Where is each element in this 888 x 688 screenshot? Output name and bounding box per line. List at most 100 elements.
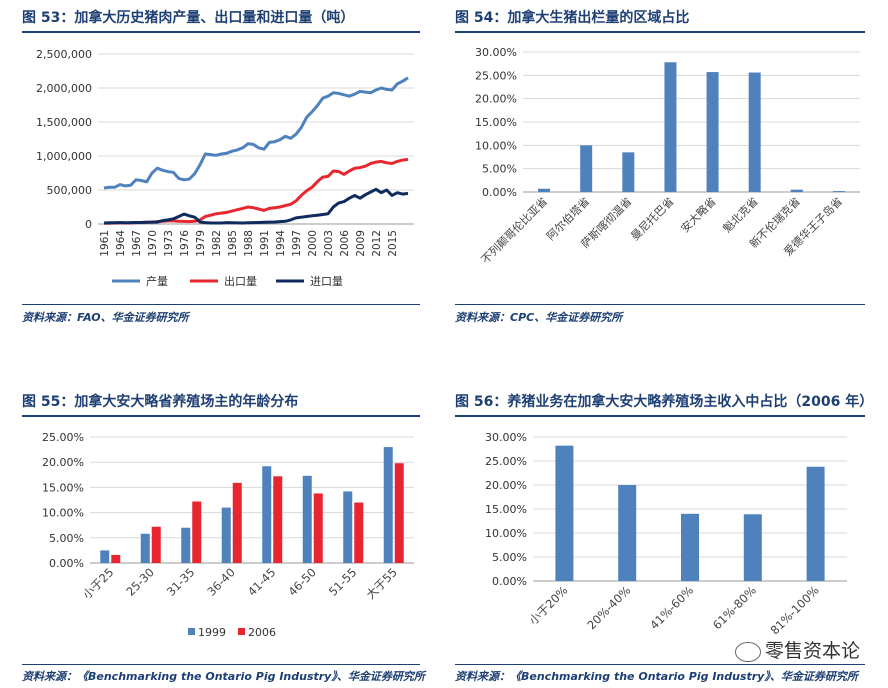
y-tick-label: 20.00%: [42, 456, 84, 469]
chart-source: 资料来源：《Benchmarking the Ontario Pig Indus…: [455, 670, 858, 683]
y-tick-label: 5.00%: [482, 163, 517, 176]
bar: [832, 191, 845, 192]
x-tick-label: 1964: [115, 230, 127, 257]
series-line: [103, 157, 409, 225]
x-tick-label: 1997: [291, 230, 303, 257]
y-tick-label: 5.00%: [49, 532, 84, 545]
bar: [313, 493, 323, 563]
chart-panel-income: 图 56：养猪业务在加拿大安大略养殖场主收入中占比（2006 年） 资料来源：《…: [455, 390, 873, 688]
wechat-icon: [734, 641, 761, 662]
legend-label: 2006: [248, 626, 276, 639]
y-tick-label: 20.00%: [485, 479, 527, 492]
watermark-text: 零售资本论: [764, 640, 860, 662]
footer-divider: [455, 304, 865, 305]
chart-panel-regions: 图 54：加拿大生猪出栏量的区域占比 资料来源：CPC、华金证券研究所: [455, 6, 865, 326]
title-divider: [455, 31, 865, 33]
y-tick-label: 15.00%: [42, 481, 84, 494]
title-divider: [455, 415, 865, 417]
bar: [748, 72, 761, 192]
bar: [262, 466, 272, 563]
y-tick-label: 1,000,000: [36, 150, 92, 163]
x-tick-label: 1982: [211, 230, 223, 257]
x-tick-label: 2009: [355, 230, 367, 257]
bar: [580, 145, 593, 192]
bar: [273, 476, 283, 563]
chart-panel-production: 图 53：加拿大历史猪肉产量、出口量和进口量（吨） 资料来源：FAO、华金证券研…: [22, 6, 420, 326]
footer-divider: [22, 664, 420, 665]
y-tick-label: 25.00%: [42, 431, 84, 444]
bar: [555, 445, 574, 581]
y-tick-label: 30.00%: [485, 431, 527, 444]
legend-label: 1999: [198, 626, 226, 639]
watermark: 零售资本论: [734, 636, 860, 663]
series-line: [103, 76, 409, 190]
footer-divider: [22, 304, 420, 305]
chart-panel-age: 图 55：加拿大安大略省养殖场主的年龄分布 资料来源：《Benchmarking…: [22, 390, 425, 688]
chart-title: 图 54：加拿大生猪出栏量的区域占比: [455, 10, 690, 26]
y-tick-label: 2,000,000: [36, 82, 92, 95]
bar: [354, 502, 364, 563]
x-tick-label: 2015: [387, 230, 399, 257]
y-tick-label: 10.00%: [485, 527, 527, 540]
x-tick-label: 2012: [371, 230, 383, 257]
y-tick-label: 15.00%: [485, 503, 527, 516]
bar: [790, 189, 803, 192]
y-tick-label: 0.00%: [492, 575, 527, 588]
title-divider: [22, 31, 420, 33]
chart-title: 图 53：加拿大历史猪肉产量、出口量和进口量（吨）: [22, 10, 355, 26]
chart-title: 图 55：加拿大安大略省养殖场主的年龄分布: [22, 394, 299, 410]
y-tick-label: 15.00%: [475, 116, 517, 129]
x-tick-label: 1970: [147, 230, 159, 257]
bar: [181, 527, 191, 563]
x-tick-label: 1973: [163, 230, 175, 257]
bar: [111, 554, 121, 563]
x-tick-label: 2006: [339, 230, 351, 257]
bar: [343, 491, 353, 563]
bar: [681, 513, 699, 581]
chart-source: 资料来源：《Benchmarking the Ontario Pig Indus…: [22, 670, 425, 683]
y-tick-label: 25.00%: [475, 69, 517, 82]
y-tick-label: 2,500,000: [36, 48, 92, 61]
bar: [192, 501, 202, 563]
x-tick-label: 1976: [179, 230, 191, 257]
y-tick-label: 1,500,000: [36, 116, 92, 129]
bar: [302, 475, 312, 563]
y-tick-label: 5.00%: [492, 551, 527, 564]
x-tick-label: 2003: [323, 230, 335, 257]
x-tick-label: 1991: [259, 230, 271, 257]
y-tick-label: 10.00%: [475, 139, 517, 152]
bar: [394, 463, 404, 563]
y-tick-label: 30.00%: [475, 46, 517, 59]
x-tick-label: 1988: [243, 230, 255, 257]
y-tick-label: 10.00%: [42, 507, 84, 520]
footer-divider: [455, 664, 865, 665]
bar: [806, 466, 825, 581]
legend-label: 出口量: [224, 274, 257, 288]
x-tick-label: 1994: [275, 230, 287, 257]
y-tick-label: 20.00%: [475, 93, 517, 106]
title-divider: [22, 415, 420, 417]
legend-swatch: [238, 628, 245, 635]
x-tick-label: 1967: [131, 230, 143, 257]
bar: [140, 533, 150, 563]
bar: [743, 514, 762, 581]
x-tick-label: 2000: [307, 230, 319, 257]
series-line: [103, 187, 409, 225]
bar: [232, 482, 242, 563]
y-tick-label: 25.00%: [485, 455, 527, 468]
y-tick-label: 0.00%: [482, 186, 517, 199]
bar: [706, 72, 719, 192]
bar: [221, 507, 231, 563]
bar: [151, 526, 161, 563]
legend-swatch: [188, 628, 195, 635]
y-tick-label: 0.00%: [49, 557, 84, 570]
y-tick-label: 500,000: [47, 184, 93, 197]
chart-title: 图 56：养猪业务在加拿大安大略养殖场主收入中占比（2006 年）: [455, 394, 874, 410]
y-tick-label: 0: [85, 218, 92, 231]
x-tick-label: 1985: [227, 230, 239, 257]
x-tick-label: 1979: [195, 230, 207, 257]
bar: [622, 152, 635, 192]
chart-source: 资料来源：CPC、华金证券研究所: [455, 311, 623, 324]
x-tick-label: 1961: [99, 230, 111, 257]
